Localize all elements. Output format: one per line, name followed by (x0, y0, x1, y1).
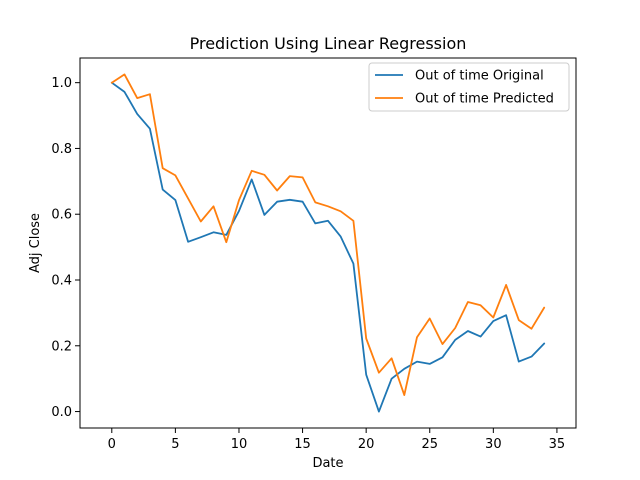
series-group (110, 73, 546, 413)
y-tick-label: 0.6 (51, 208, 72, 223)
plot-area (79, 57, 577, 429)
plot-frame (79, 57, 577, 429)
x-axis: 0 5 10 15 20 25 30 35 (108, 428, 566, 452)
series-line-out-of-time-predicted (110, 73, 546, 397)
y-tick-label: 0.0 (51, 405, 72, 420)
x-tick-label: 30 (485, 437, 502, 452)
x-tick-label: 20 (358, 437, 375, 452)
legend-box (368, 62, 570, 112)
x-tick-label: 10 (231, 437, 248, 452)
legend-label-out-of-time-predicted: Out of time Predicted (415, 92, 554, 107)
y-tick-label: 0.2 (51, 339, 72, 354)
chart-title: Prediction Using Linear Regression (190, 34, 467, 53)
y-tick-label: 0.8 (51, 142, 72, 157)
legend-label-out-of-time-original: Out of time Original (415, 69, 544, 84)
x-tick-label: 0 (108, 437, 116, 452)
y-axis: 0.0 0.2 0.4 0.6 0.8 1.0 (51, 76, 80, 420)
legend: Out of time Original Out of time Predicte… (368, 62, 570, 112)
x-axis-label: Date (312, 456, 343, 471)
y-axis-label: Adj Close (28, 213, 43, 273)
y-tick-label: 1.0 (51, 76, 72, 91)
x-tick-label: 15 (294, 437, 311, 452)
x-tick-label: 5 (171, 437, 179, 452)
x-tick-label: 25 (421, 437, 438, 452)
series-line-out-of-time-original (110, 81, 546, 413)
y-tick-label: 0.4 (51, 274, 72, 289)
x-tick-label: 35 (549, 437, 566, 452)
